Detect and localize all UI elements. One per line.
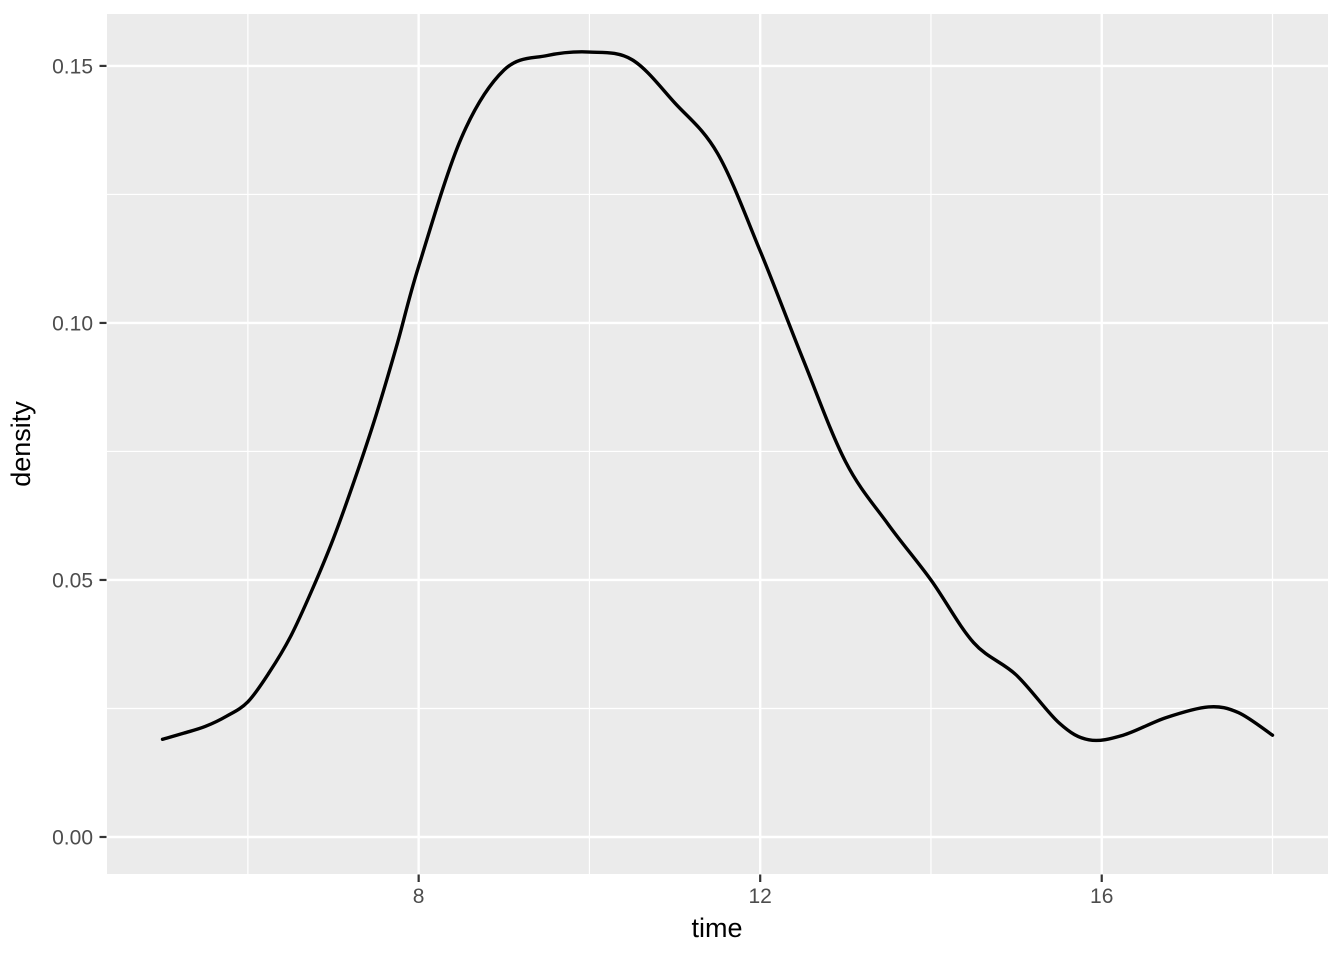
x-tick-label: 12 bbox=[749, 885, 772, 908]
x-tick-label: 8 bbox=[413, 885, 425, 908]
y-axis-title: density bbox=[6, 401, 36, 487]
x-axis-tick-labels: 8 12 16 bbox=[413, 885, 1114, 908]
x-axis-title: time bbox=[691, 913, 742, 943]
major-gridlines bbox=[107, 14, 1328, 874]
y-tick-label: 0.05 bbox=[52, 569, 93, 592]
y-tick-label: 0.15 bbox=[52, 55, 93, 78]
density-curve bbox=[160, 50, 1275, 743]
x-tick-label: 16 bbox=[1090, 885, 1113, 908]
y-axis-tick-marks bbox=[99, 64, 107, 839]
x-axis-tick-marks bbox=[417, 874, 1103, 882]
minor-gridlines bbox=[107, 14, 1328, 874]
y-axis-tick-labels: 0.00 0.05 0.10 0.15 bbox=[52, 55, 93, 849]
y-tick-label: 0.10 bbox=[52, 312, 93, 335]
y-tick-label: 0.00 bbox=[52, 826, 93, 849]
plot-panel bbox=[107, 14, 1328, 874]
